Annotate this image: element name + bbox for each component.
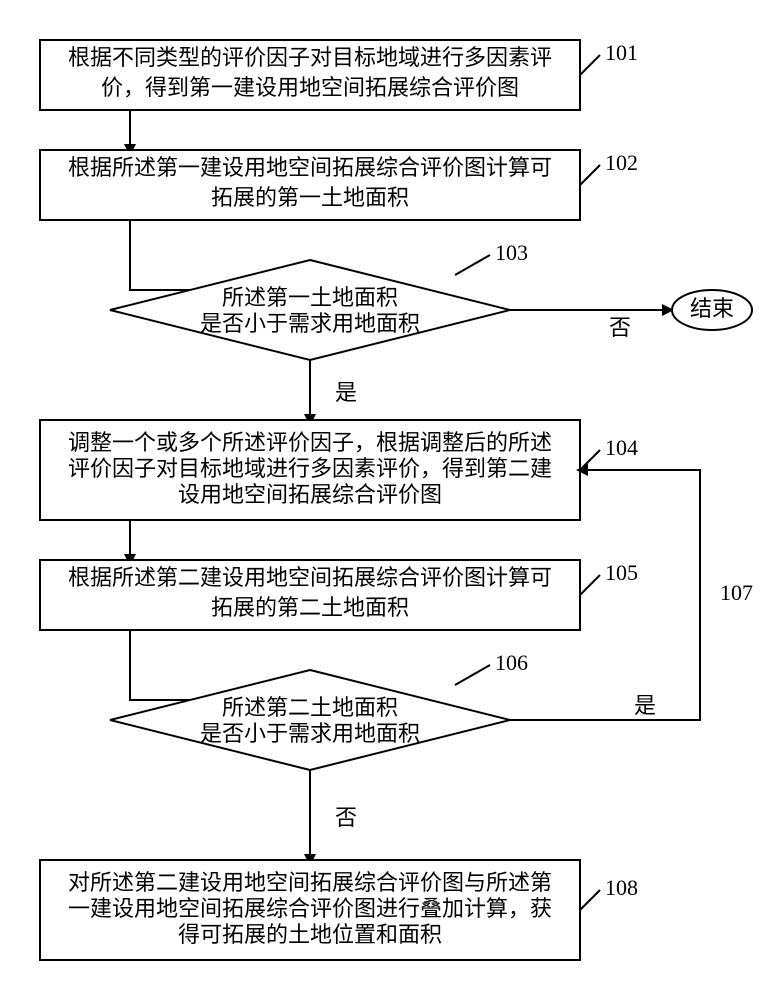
edge-102-103 (130, 220, 219, 290)
edge-103-104-label: 是 (335, 380, 357, 405)
step-101-line-2: 价，得到第一建设用地空间拓展综合评价图 (101, 75, 519, 100)
step-108-number: 108 (605, 875, 638, 900)
step-104-line-3: 设用地空间拓展综合评价图 (178, 482, 442, 507)
leader-105 (580, 575, 600, 595)
leader-101 (580, 55, 600, 75)
step-101-line-1: 根据不同类型的评价因子对目标地域进行多因素评 (68, 45, 552, 70)
dec-106-line-2: 是否小于需求用地面积 (200, 721, 420, 746)
edge-106-loop-label: 是 (634, 693, 656, 718)
step-105-line-2: 拓展的第二土地面积 (211, 595, 409, 620)
edge-105-106 (130, 630, 219, 700)
step-104-number: 104 (605, 435, 638, 460)
leader-103 (455, 255, 490, 275)
step-105-line-1: 根据所述第二建设用地空间拓展综合评价图计算可 (68, 565, 552, 590)
edge-103-end-label: 否 (609, 315, 631, 340)
edge-106-loop-number: 107 (720, 580, 753, 605)
step-108-line-2: 一建设用地空间拓展综合评价图进行叠加计算，获 (68, 896, 552, 921)
step-104-line-1: 调整一个或多个所述评价因子，根据调整后的所述 (68, 430, 552, 455)
step-102-line-1: 根据所述第一建设用地空间拓展综合评价图计算可 (68, 155, 552, 180)
dec-103-line-1: 所述第一土地面积 (222, 285, 398, 310)
dec-106-number: 106 (495, 650, 528, 675)
dec-106-line-1: 所述第二土地面积 (222, 695, 398, 720)
step-104-line-2: 评价因子对目标地域进行多因素评价，得到第二建 (68, 456, 552, 481)
flowchart: 根据不同类型的评价因子对目标地域进行多因素评 价，得到第一建设用地空间拓展综合评… (0, 0, 780, 1000)
edge-106-108-label: 否 (335, 805, 357, 830)
step-101-number: 101 (605, 40, 638, 65)
dec-103-line-2: 是否小于需求用地面积 (200, 311, 420, 336)
step-108-line-3: 得可拓展的土地位置和面积 (178, 922, 442, 947)
step-108-line-1: 对所述第二建设用地空间拓展综合评价图与所述第 (68, 870, 552, 895)
dec-103-number: 103 (495, 240, 528, 265)
leader-108 (580, 890, 600, 910)
terminal-end-text: 结束 (690, 296, 734, 321)
leader-106 (455, 665, 490, 685)
step-105-number: 105 (605, 560, 638, 585)
leader-102 (580, 165, 600, 185)
step-102-number: 102 (605, 150, 638, 175)
step-102-line-2: 拓展的第一土地面积 (211, 185, 409, 210)
